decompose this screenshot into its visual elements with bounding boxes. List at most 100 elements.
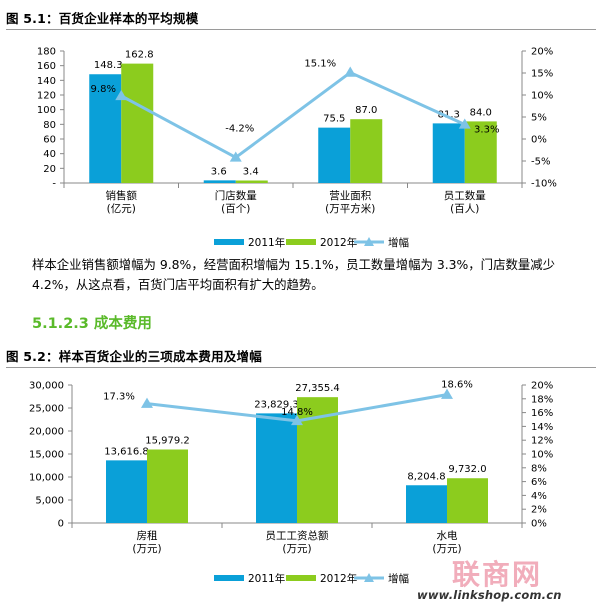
fig1-growth-label: 15.1% xyxy=(304,59,336,70)
fig2-bar-value-label: 9,732.0 xyxy=(448,464,486,475)
section-heading: 5.1.2.3 成本费用 xyxy=(32,316,152,332)
fig2-legend-swatch xyxy=(286,575,316,581)
fig2-right-tick-label: 4% xyxy=(531,491,547,502)
fig1-growth-marker xyxy=(344,66,357,77)
fig2-growth-marker xyxy=(441,388,453,399)
fig2-bar-value-label: 27,355.4 xyxy=(295,383,340,394)
fig2-category-label: 房租(万元) xyxy=(132,529,161,555)
fig1-bar-value-label: 148.3 xyxy=(94,60,123,71)
watermark-logo: 联商网 xyxy=(452,558,543,591)
fig2-legend-swatch xyxy=(214,575,244,581)
fig1-growth-label: 9.8% xyxy=(91,84,116,95)
fig1-left-tick-label: 40 xyxy=(43,149,56,160)
fig1-left-tick-label: 140 xyxy=(37,76,56,87)
fig2-bar-value-label: 13,616.8 xyxy=(104,446,149,457)
fig2-legend-marker xyxy=(364,573,374,582)
fig1-bar-value-label: 87.0 xyxy=(355,105,377,116)
fig1-bar-value-label: 162.8 xyxy=(125,50,154,61)
fig2-growth-label: 17.3% xyxy=(103,392,135,403)
fig1-left-tick-label: 60 xyxy=(43,135,56,146)
fig2-category-label: 水电(万元) xyxy=(432,529,461,555)
fig1-bar-value-label: 84.0 xyxy=(470,107,492,118)
fig2-right-tick-label: 6% xyxy=(531,477,547,488)
fig1-growth-marker xyxy=(458,118,471,129)
fig1-left-tick-label: 160 xyxy=(37,61,56,72)
fig1-left-tick-label: - xyxy=(52,179,56,190)
fig1-left-tick-label: 120 xyxy=(37,91,56,102)
fig2-growth-marker xyxy=(291,414,303,426)
fig2-bar-value-label: 15,979.2 xyxy=(145,435,190,446)
fig2-legend-label: 2012年 xyxy=(320,572,357,585)
fig2-bar-2012 xyxy=(447,478,488,523)
fig2-growth-label: 14.8% xyxy=(281,407,313,418)
fig2-bar-value-label: 23,829.3 xyxy=(254,399,299,410)
fig2-left-tick-label: 0 xyxy=(58,519,64,530)
fig1-bar-2011 xyxy=(432,123,465,183)
fig1-right-tick-label: 20% xyxy=(531,47,553,58)
fig2-growth-label: 18.6% xyxy=(441,380,473,391)
fig1-left-tick-label: 180 xyxy=(37,47,56,58)
fig1-bar-2012 xyxy=(121,63,154,183)
fig1-legend-marker xyxy=(364,237,374,246)
summary-paragraph: 样本企业销售额增幅为 9.8%，经营面积增幅为 15.1%，员工数量增幅为 3.… xyxy=(32,257,556,292)
fig2-left-tick-label: 5,000 xyxy=(35,496,64,507)
fig1-legend-label: 2012年 xyxy=(320,236,357,249)
fig2-right-tick-label: 12% xyxy=(531,436,553,447)
figure2-title-rule xyxy=(6,367,596,368)
fig2-left-tick-label: 15,000 xyxy=(29,450,64,461)
fig2-right-tick-label: 20% xyxy=(531,381,553,392)
figure1-title-rule xyxy=(6,29,596,30)
fig1-right-tick-label: -5% xyxy=(531,157,550,168)
fig1-category-label: 营业面积(万平方米) xyxy=(325,189,375,215)
fig2-legend-label: 增幅 xyxy=(388,572,409,585)
fig2-left-tick-label: 10,000 xyxy=(29,473,64,484)
fig2-right-tick-label: 10% xyxy=(531,450,553,461)
fig1-growth-line xyxy=(120,71,466,159)
fig2-growth-marker xyxy=(141,397,153,408)
fig2-legend-label: 2011年 xyxy=(248,572,285,585)
fig1-growth-marker xyxy=(115,89,128,101)
watermark-url: www.linkshop.com.cn xyxy=(417,588,562,602)
fig1-bar-value-label: 3.4 xyxy=(243,167,259,178)
fig2-bar-2011 xyxy=(256,413,297,523)
fig1-right-tick-label: 0% xyxy=(531,135,547,146)
figure1-chart: - 20 40 60 80 100 120 140 160 180 -10% -5% 0% 5% 10% 15… xyxy=(37,47,557,250)
fig1-bar-2012 xyxy=(350,119,383,183)
fig2-left-tick-label: 25,000 xyxy=(29,404,64,415)
fig1-bar-value-label: 75.5 xyxy=(323,114,345,125)
fig1-right-tick-label: 5% xyxy=(531,113,547,124)
fig1-growth-label: 3.3% xyxy=(474,124,499,135)
fig1-bar-2011 xyxy=(203,180,236,183)
fig1-right-tick-label: 15% xyxy=(531,69,553,80)
fig1-category-label: 员工数量(百人) xyxy=(444,189,486,215)
fig1-category-label: 门店数量(百个) xyxy=(215,189,257,215)
fig2-bar-2011 xyxy=(106,460,147,523)
fig1-left-tick-label: 100 xyxy=(37,105,56,116)
fig1-bar-2011 xyxy=(89,74,122,183)
fig2-right-tick-label: 8% xyxy=(531,463,547,474)
fig1-bar-2011 xyxy=(318,127,351,183)
fig1-bar-2012 xyxy=(464,121,497,183)
fig1-growth-label: -4.2% xyxy=(225,123,254,134)
fig1-legend-swatch xyxy=(214,239,244,245)
figure2-title: 图 5.2：样本百货企业的三项成本费用及增幅 xyxy=(6,349,262,364)
fig1-right-tick-label: -10% xyxy=(531,179,557,190)
fig1-legend-swatch xyxy=(286,239,316,245)
fig2-right-tick-label: 2% xyxy=(531,505,547,516)
fig1-category-label: 销售额(亿元) xyxy=(106,189,138,215)
fig2-bar-2011 xyxy=(406,485,447,523)
fig2-bar-2012 xyxy=(147,449,188,523)
fig2-right-tick-label: 18% xyxy=(531,394,553,405)
fig1-right-tick-label: 10% xyxy=(531,91,553,102)
fig1-legend-label: 2011年 xyxy=(248,236,285,249)
fig2-right-tick-label: 0% xyxy=(531,519,547,530)
fig1-legend-label: 增幅 xyxy=(388,236,409,249)
fig1-growth-marker xyxy=(229,151,242,162)
figure1-title: 图 5.1：百货企业样本的平均规模 xyxy=(6,11,199,26)
fig2-right-tick-label: 14% xyxy=(531,422,553,433)
fig2-category-label: 员工工资总额(万元) xyxy=(266,529,329,555)
fig2-right-tick-label: 16% xyxy=(531,408,553,419)
fig1-left-tick-label: 20 xyxy=(43,164,56,175)
fig2-left-tick-label: 20,000 xyxy=(29,427,64,438)
